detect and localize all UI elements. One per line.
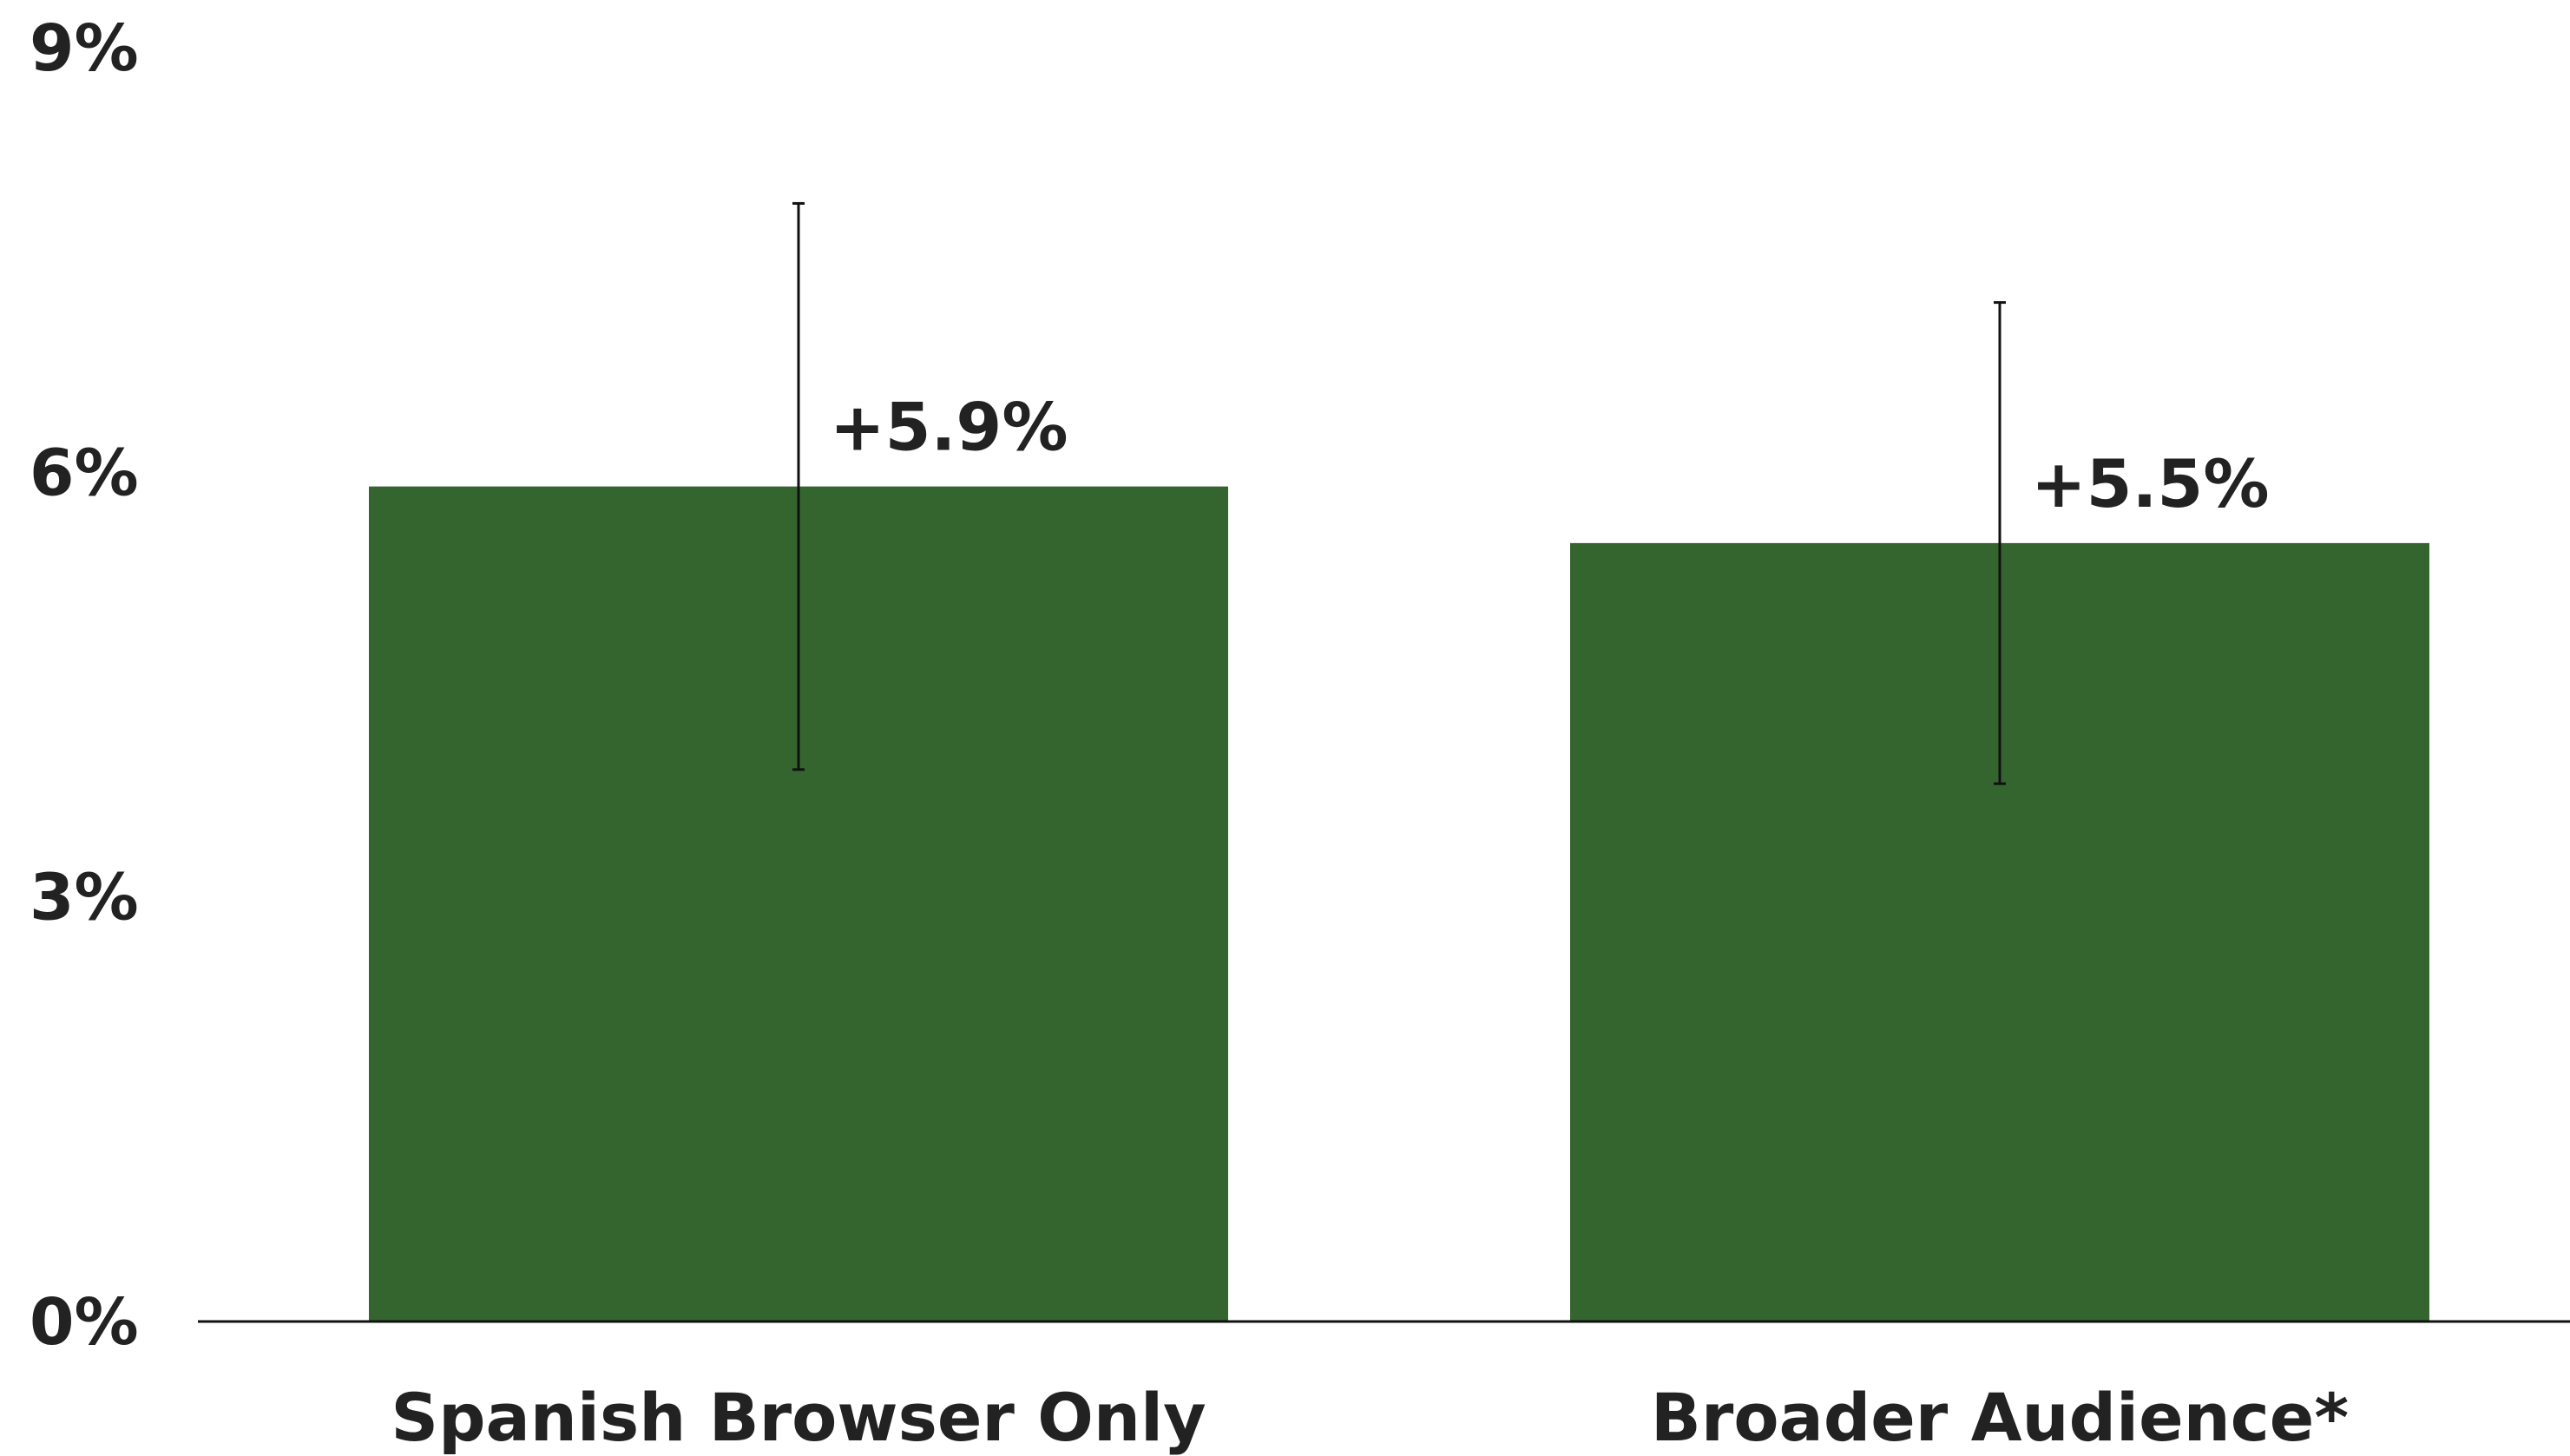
y-tick-label: 9%	[30, 11, 139, 86]
data-label: +5.5%	[2031, 445, 2269, 522]
error-bar	[1994, 301, 2006, 785]
category-labels: Spanish Browser Only Broader Audience*	[391, 1379, 2349, 1456]
y-tick-label: 3%	[30, 861, 139, 935]
error-bars	[792, 201, 2006, 785]
category-label: Broader Audience*	[1651, 1379, 2349, 1456]
y-axis-ticks: 0% 3% 6% 9%	[30, 11, 139, 1360]
data-labels: +5.9% +5.5%	[830, 389, 2269, 522]
y-tick-label: 6%	[30, 436, 139, 510]
error-bar	[792, 201, 805, 771]
bars	[369, 486, 2429, 1322]
category-label: Spanish Browser Only	[391, 1379, 1206, 1456]
data-label: +5.9%	[830, 389, 1068, 466]
y-tick-label: 0%	[30, 1285, 139, 1360]
